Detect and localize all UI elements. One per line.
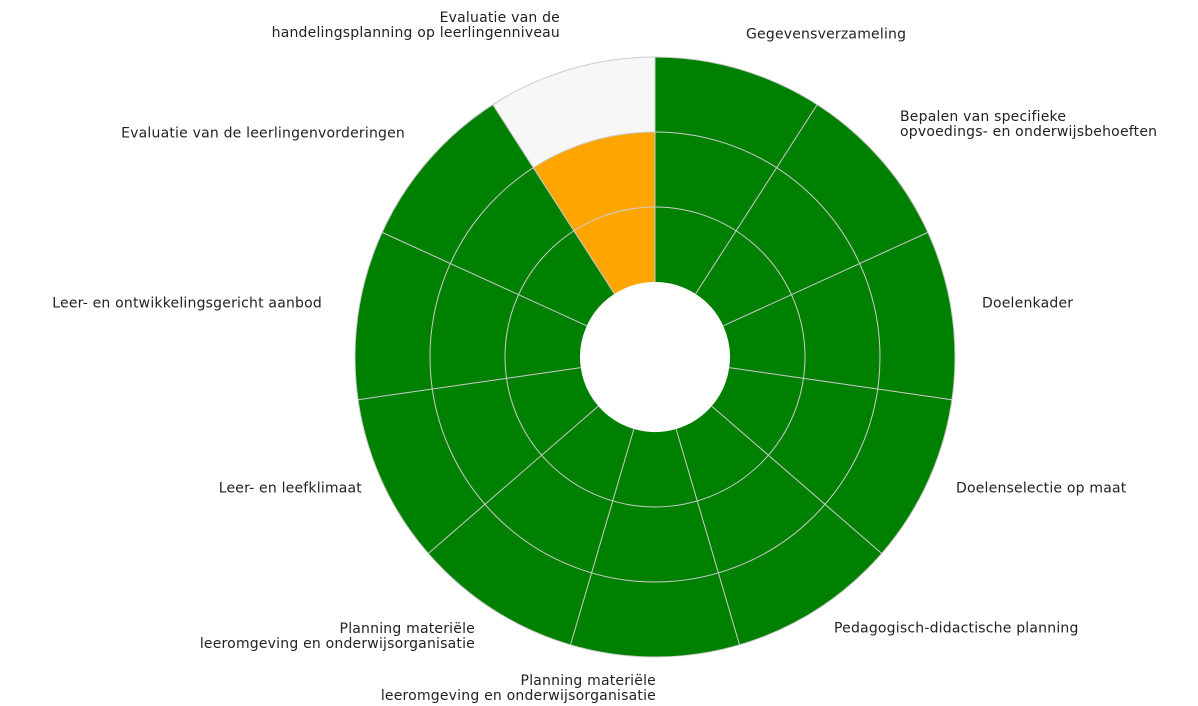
category-label: Evaluatie van de handelingsplanning op l… bbox=[271, 10, 560, 41]
category-label: Bepalen van specifieke opvoedings- en on… bbox=[900, 109, 1158, 140]
sector bbox=[695, 104, 928, 326]
grid-spoke bbox=[357, 367, 581, 401]
category-label: Leer- en ontwikkelingsgericht aanbod bbox=[52, 295, 322, 312]
sector bbox=[570, 428, 740, 657]
category-label: Leer- en leefklimaat bbox=[218, 480, 362, 497]
sector bbox=[382, 104, 615, 326]
sector bbox=[358, 367, 599, 554]
category-label: Doelenkader bbox=[982, 295, 1074, 312]
sector bbox=[655, 57, 818, 294]
grid-spoke bbox=[711, 405, 883, 554]
grid-spoke bbox=[723, 231, 929, 327]
grid-spoke bbox=[492, 104, 615, 295]
sector bbox=[676, 406, 882, 645]
category-label: Pedagogisch-didactische planning bbox=[834, 620, 1079, 637]
sector bbox=[533, 132, 655, 294]
category-label: Planning materiële leeromgeving en onder… bbox=[380, 673, 656, 704]
grid-spoke bbox=[381, 231, 587, 327]
sector bbox=[723, 232, 955, 400]
sector bbox=[354, 232, 587, 400]
sector bbox=[711, 367, 952, 554]
grid-spoke bbox=[729, 367, 953, 401]
grid-spoke bbox=[695, 104, 818, 295]
category-label: Doelenselectie op maat bbox=[956, 480, 1127, 497]
grid-spoke bbox=[427, 405, 599, 554]
sector bbox=[428, 406, 634, 645]
grid-spoke bbox=[675, 428, 740, 645]
category-label: Planning materiële leeromgeving en onder… bbox=[199, 621, 475, 652]
category-label: Evaluatie van de leerlingenvorderingen bbox=[121, 125, 405, 142]
category-label: Gegevensverzameling bbox=[746, 26, 907, 43]
grid-spoke bbox=[570, 428, 635, 645]
